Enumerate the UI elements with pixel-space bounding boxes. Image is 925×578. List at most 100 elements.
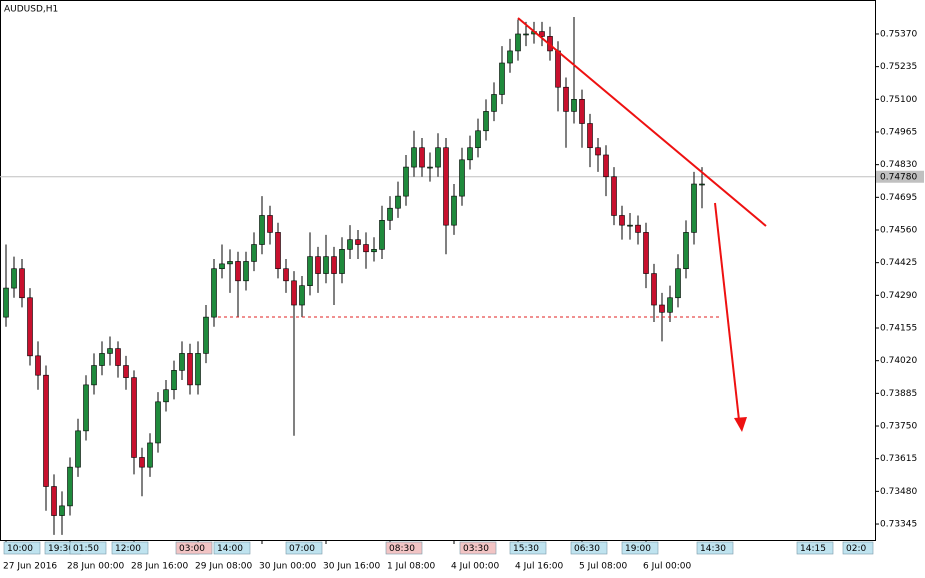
candle-body — [35, 355, 41, 376]
candle-body — [675, 268, 681, 299]
candle-body — [19, 268, 25, 299]
candle-body — [467, 147, 473, 161]
x-tick-label: 1 Jul 08:00 — [387, 562, 436, 572]
candle-body — [683, 232, 689, 270]
event-label: 01:50 — [73, 544, 99, 554]
candle-body — [75, 430, 81, 468]
candle-body — [499, 62, 505, 95]
candle-body — [283, 268, 289, 282]
candle-body — [627, 224, 633, 227]
candle-body — [99, 353, 105, 366]
y-tick-label: 0.74020 — [880, 356, 917, 366]
x-tick-label: 29 Jun 08:00 — [195, 562, 252, 572]
candle-body — [523, 33, 529, 36]
candle-body — [91, 365, 97, 386]
candle-body — [59, 505, 65, 516]
y-tick-label: 0.73615 — [880, 454, 917, 464]
candle-body — [43, 374, 49, 487]
candle-body — [371, 249, 377, 253]
candle-body — [131, 377, 137, 458]
x-tick-label: 30 Jun 16:00 — [323, 562, 380, 572]
x-tick-label: 4 Jul 16:00 — [515, 562, 564, 572]
candle-body — [163, 389, 169, 403]
candle-body — [667, 297, 673, 313]
x-tick-label: 4 Jul 00:00 — [451, 562, 500, 572]
event-label: 14:15 — [800, 544, 826, 554]
event-box — [459, 541, 497, 555]
trend-line — [517, 17, 767, 227]
candle-body — [635, 224, 641, 233]
candle-body — [243, 261, 249, 282]
candle-body — [403, 166, 409, 197]
event-box — [842, 541, 874, 555]
candle-body — [195, 353, 201, 386]
candle-body — [107, 348, 113, 354]
candle-body — [483, 111, 489, 132]
candle-body — [211, 268, 217, 318]
event-box — [111, 541, 149, 555]
candle-body — [563, 86, 569, 112]
candle-body — [475, 130, 481, 149]
y-tick-label: 0.75235 — [880, 62, 917, 72]
candle-body — [139, 457, 145, 468]
candle-body — [267, 215, 273, 233]
event-box — [570, 541, 608, 555]
candle-body — [643, 232, 649, 274]
candle-body — [579, 99, 585, 124]
candle-body — [411, 147, 417, 168]
y-tick-label: 0.74290 — [880, 291, 917, 301]
event-box — [509, 541, 547, 555]
event-label: 12:00 — [115, 544, 141, 554]
candle-body — [147, 442, 153, 468]
candle-body — [83, 384, 89, 432]
candle-body — [571, 99, 577, 112]
candle-body — [115, 348, 121, 366]
event-label: 10:00 — [7, 544, 33, 554]
candle-body — [331, 256, 337, 274]
event-box — [621, 541, 659, 555]
candle-body — [203, 316, 209, 354]
candle-body — [435, 147, 441, 168]
candle-body — [291, 280, 297, 306]
x-tick-label: 5 Jul 08:00 — [579, 562, 628, 572]
candle-body — [11, 268, 17, 289]
candle-body — [603, 154, 609, 178]
candle-body — [3, 287, 9, 318]
candle-body — [299, 285, 305, 306]
candle-body — [595, 147, 601, 156]
x-tick-label: 28 Jun 16:00 — [131, 562, 188, 572]
candle-body — [179, 353, 185, 371]
candle-body — [187, 353, 193, 386]
event-label: 02:0 — [846, 544, 866, 554]
candle-body — [347, 239, 353, 250]
candle-body — [395, 195, 401, 209]
candle-body — [619, 215, 625, 226]
candle-body — [355, 239, 361, 245]
candle-body — [339, 249, 345, 274]
candle-body — [419, 147, 425, 168]
candle-body — [691, 183, 697, 233]
event-label: 07:00 — [289, 544, 315, 554]
candle-body — [699, 183, 705, 186]
candle-body — [659, 304, 665, 313]
y-tick-label: 0.73480 — [880, 487, 917, 497]
candles — [3, 17, 705, 535]
x-tick-label: 28 Jun 00:00 — [67, 562, 124, 572]
y-tick-label: 0.74155 — [880, 324, 917, 334]
candle-body — [259, 215, 265, 245]
candle-body — [539, 31, 545, 37]
chart-title: AUDUSD,H1 — [4, 5, 58, 15]
event-box — [285, 541, 323, 555]
event-box — [3, 541, 41, 555]
candle-body — [427, 166, 433, 169]
event-box — [213, 541, 251, 555]
y-tick-label: 0.75370 — [880, 29, 917, 39]
arrow-shaft — [714, 202, 740, 421]
candle-body — [323, 256, 329, 274]
candle-body — [251, 244, 257, 262]
candle-body — [387, 207, 393, 221]
event-box — [796, 541, 834, 555]
candle-body — [363, 244, 369, 253]
